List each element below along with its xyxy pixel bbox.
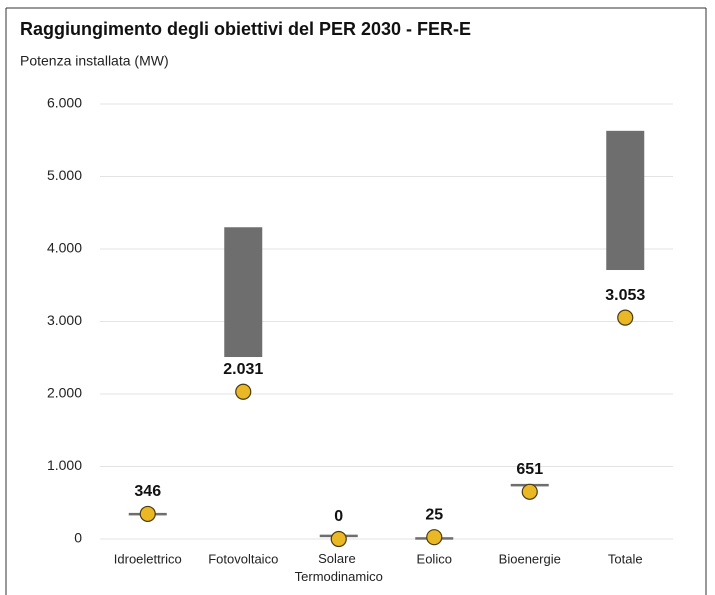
x-tick-label: Eolico <box>417 551 452 566</box>
x-tick-label: Solare Termodinamico <box>295 551 383 584</box>
point <box>617 309 634 326</box>
y-tick-label: 4.000 <box>47 240 82 256</box>
y-tick-label: 0 <box>74 530 82 546</box>
value-label: 651 <box>516 461 543 478</box>
x-tick-label: Totale <box>608 551 643 566</box>
value-label: 346 <box>134 483 161 500</box>
value-label: 25 <box>425 506 443 523</box>
point <box>521 483 538 500</box>
y-tick-label: 1.000 <box>47 457 82 473</box>
value-label: 2.031 <box>223 361 263 378</box>
point <box>330 530 347 548</box>
point <box>235 383 252 400</box>
y-tick-label: 2.000 <box>47 385 82 401</box>
y-tick-label: 5.000 <box>47 167 82 183</box>
point <box>426 529 443 546</box>
range-bar <box>606 130 645 271</box>
value-label: 0 <box>334 508 343 525</box>
chart-title: Raggiungimento degli obiettivi del PER 2… <box>20 19 471 39</box>
value-label: 3.053 <box>605 287 645 304</box>
x-tick-label: Idroelettrico <box>114 551 182 566</box>
y-tick-label: 3.000 <box>47 312 82 328</box>
x-tick-label: Fotovoltaico <box>208 551 278 566</box>
x-tick-label: Bioenergie <box>499 551 561 566</box>
chart-subtitle: Potenza installata (MW) <box>20 53 169 69</box>
point <box>139 505 156 523</box>
range-bar <box>224 227 263 358</box>
y-tick-label: 6.000 <box>47 95 82 111</box>
